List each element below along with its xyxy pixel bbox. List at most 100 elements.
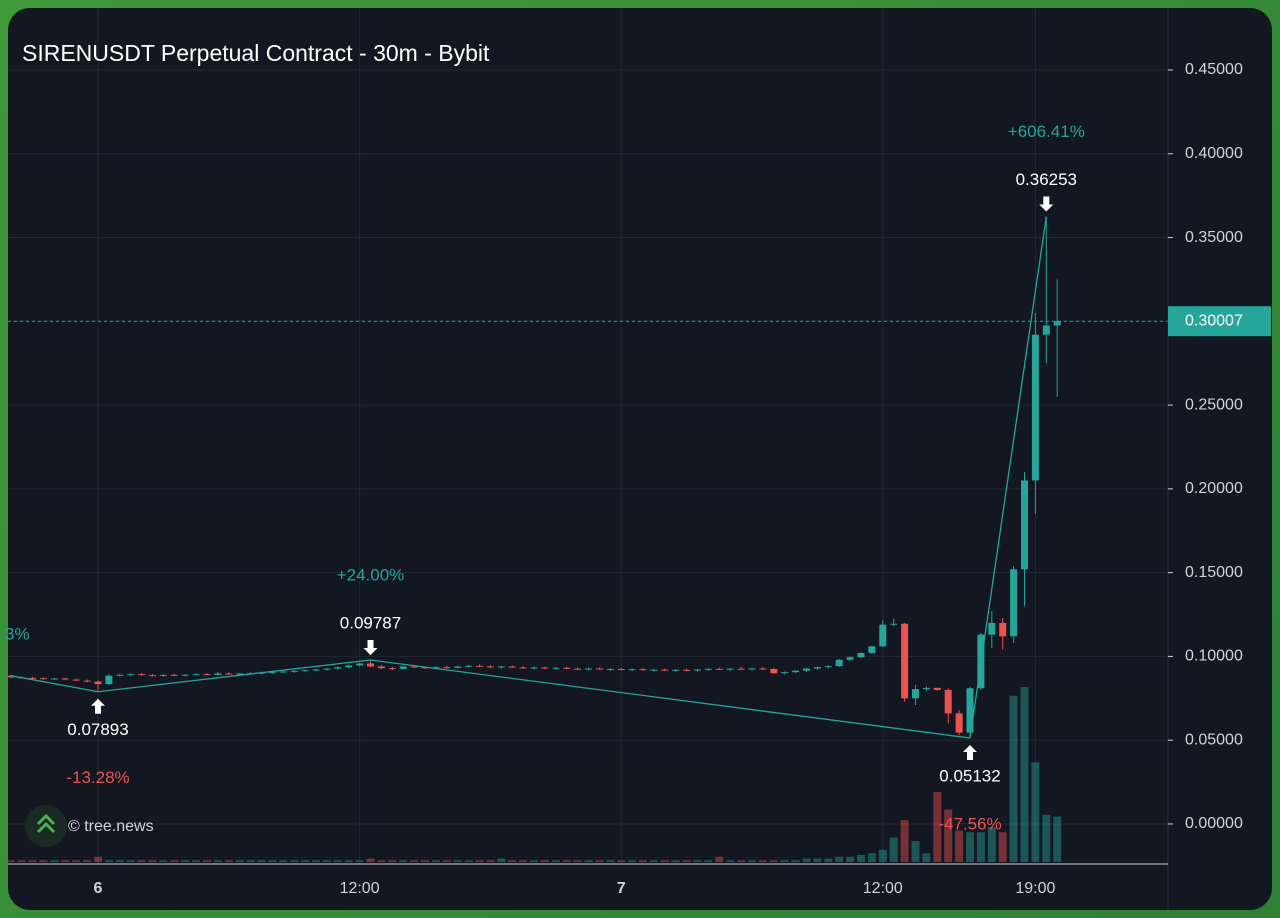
volume-bar bbox=[835, 856, 844, 862]
candle-body bbox=[912, 689, 919, 699]
volume-bar bbox=[551, 860, 560, 862]
volume-bar bbox=[867, 853, 876, 862]
candle-body bbox=[334, 667, 342, 669]
candle-body bbox=[72, 679, 80, 681]
candle-body bbox=[486, 666, 494, 668]
volume-bar bbox=[72, 860, 81, 862]
volume-bar bbox=[693, 860, 702, 862]
zigzag-line bbox=[10, 216, 1047, 739]
candle-body bbox=[715, 668, 723, 670]
volume-bar bbox=[878, 849, 887, 862]
volume-bar bbox=[94, 856, 102, 862]
volume-bar bbox=[246, 860, 255, 862]
candle-body bbox=[1042, 325, 1050, 335]
y-tick-label: 0.10000 bbox=[1185, 648, 1243, 665]
last-price-label: 0.30007 bbox=[1185, 312, 1243, 329]
candle-body bbox=[323, 668, 331, 670]
swing-change: -13.28% bbox=[66, 768, 129, 787]
volume-bar bbox=[508, 860, 517, 862]
candle-body bbox=[497, 666, 505, 668]
x-tick-label: 12:00 bbox=[863, 880, 903, 897]
volume-bar bbox=[813, 858, 822, 862]
candle-body bbox=[726, 668, 734, 670]
grid bbox=[8, 8, 1168, 864]
pivot-arrow bbox=[91, 698, 105, 714]
volume-bar bbox=[791, 860, 800, 862]
candle-body bbox=[29, 677, 37, 679]
candle-body bbox=[595, 668, 603, 670]
candle-body bbox=[541, 667, 549, 669]
volume-bar bbox=[1053, 816, 1062, 862]
candle-body bbox=[563, 667, 571, 669]
volume-bar bbox=[28, 860, 37, 862]
candle-body bbox=[879, 624, 887, 647]
volume-bar bbox=[737, 860, 746, 862]
candle-body bbox=[704, 668, 712, 670]
y-tick-label: 0.00000 bbox=[1185, 815, 1243, 832]
volume-bar bbox=[399, 860, 408, 862]
candle-body bbox=[835, 659, 843, 667]
candle-body bbox=[650, 669, 658, 671]
volume-bar bbox=[933, 792, 942, 862]
volume-bar bbox=[486, 860, 495, 862]
volume-bar bbox=[824, 858, 833, 862]
chart-title: SIRENUSDT Perpetual Contract - 30m - Byb… bbox=[22, 40, 490, 66]
volume-bar bbox=[170, 860, 179, 862]
candle-body bbox=[301, 670, 309, 672]
volume-bar bbox=[366, 858, 375, 862]
candle-body bbox=[443, 667, 451, 669]
volume-bar bbox=[355, 860, 364, 862]
volume-bar bbox=[235, 860, 244, 862]
volume-bar bbox=[8, 860, 15, 862]
volume-bar bbox=[17, 860, 26, 862]
candle-body bbox=[955, 713, 963, 733]
volume-bar bbox=[584, 860, 593, 862]
candle-body bbox=[770, 668, 778, 674]
candle-body bbox=[574, 668, 582, 670]
y-tick-label: 0.45000 bbox=[1185, 61, 1243, 78]
candle-body bbox=[857, 653, 865, 658]
candle-body bbox=[922, 687, 930, 690]
volume-bar bbox=[388, 860, 397, 862]
volume-bar bbox=[213, 860, 222, 862]
pivot-price: 0.05132 bbox=[939, 766, 1000, 785]
volume-bar bbox=[475, 860, 484, 862]
volume-bar bbox=[649, 860, 658, 862]
y-tick-label: 0.15000 bbox=[1185, 564, 1243, 581]
y-tick-label: 0.40000 bbox=[1185, 145, 1243, 162]
volume-bar bbox=[181, 860, 190, 862]
candle-body bbox=[476, 665, 483, 667]
candle-body bbox=[116, 674, 124, 676]
pivot-arrow bbox=[363, 639, 378, 655]
watermark-icon bbox=[36, 813, 56, 834]
volume-bar bbox=[442, 860, 451, 862]
candle-body bbox=[846, 657, 854, 660]
candle-body bbox=[694, 669, 701, 671]
volume-bar bbox=[617, 860, 626, 862]
volume-bar bbox=[421, 860, 429, 862]
candle-body bbox=[40, 678, 47, 680]
volume-bar bbox=[671, 860, 680, 862]
candle-body bbox=[748, 668, 756, 670]
candle-body bbox=[617, 668, 625, 670]
y-tick-label: 0.20000 bbox=[1185, 480, 1243, 497]
candle-body bbox=[639, 669, 647, 671]
volume-bar bbox=[857, 855, 865, 862]
candle-body bbox=[737, 668, 745, 670]
candle-body bbox=[279, 671, 287, 673]
candle-body bbox=[661, 669, 669, 671]
pivot-price: 0.07893 bbox=[67, 720, 128, 739]
candle-body bbox=[388, 668, 396, 670]
volume-bar bbox=[987, 827, 996, 862]
candle-body bbox=[606, 668, 614, 670]
volume-bar bbox=[159, 860, 168, 862]
x-tick-label: 7 bbox=[617, 880, 626, 897]
volume-bar bbox=[137, 860, 146, 862]
candle-body bbox=[781, 672, 789, 674]
candle-body bbox=[683, 669, 691, 671]
volume-bar bbox=[126, 860, 135, 862]
candle-body bbox=[236, 673, 244, 675]
watermark-text: © tree.news bbox=[68, 818, 154, 835]
volume-bar bbox=[83, 860, 92, 862]
